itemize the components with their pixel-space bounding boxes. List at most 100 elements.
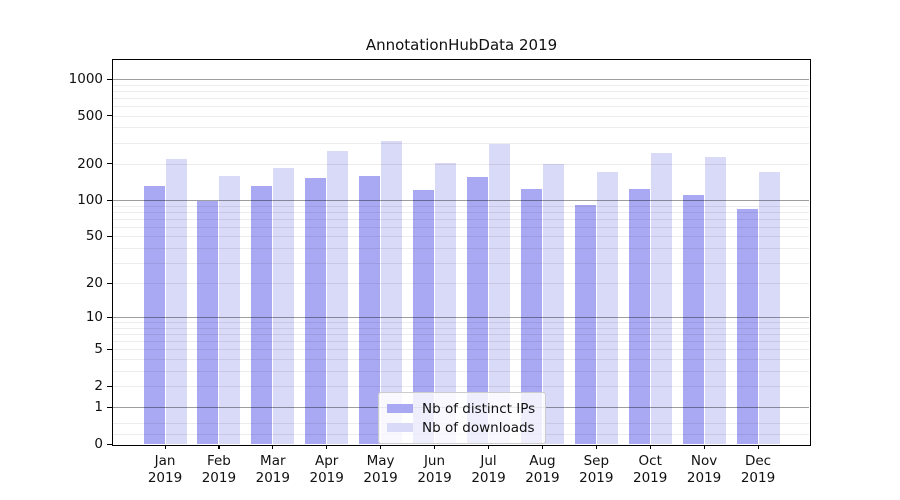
bar-distinct-ips xyxy=(682,195,704,444)
minor-gridline xyxy=(113,386,809,387)
bar-distinct-ips xyxy=(143,186,165,444)
x-tick-label-oct: Oct 2019 xyxy=(633,453,668,486)
minor-gridline xyxy=(113,142,809,144)
legend-row-distinct-ips: Nb of distinct IPs xyxy=(387,399,535,418)
x-tick-mark xyxy=(757,445,759,449)
bar-distinct-ips xyxy=(467,176,488,444)
minor-gridline xyxy=(113,341,809,343)
bar-distinct-ips xyxy=(520,189,542,444)
legend-swatch-distinct-ips-icon xyxy=(387,404,413,413)
y-tick-label: 100 xyxy=(77,192,103,209)
y-tick-label: 50 xyxy=(85,228,103,245)
minor-gridline xyxy=(113,370,809,372)
x-tick-label-nov: Nov 2019 xyxy=(686,453,722,486)
y-tick-mark xyxy=(107,78,112,80)
x-tick-label-feb: Feb 2019 xyxy=(201,453,237,486)
bar-distinct-ips xyxy=(413,189,434,444)
y-tick-label: 1000 xyxy=(68,71,103,87)
major-gridline xyxy=(113,317,809,319)
legend-row-downloads: Nb of downloads xyxy=(387,418,535,437)
minor-gridline xyxy=(113,115,809,117)
y-tick-mark xyxy=(107,443,112,445)
y-tick-mark xyxy=(107,282,112,284)
y-tick-mark xyxy=(107,316,112,318)
bar-downloads xyxy=(596,172,618,444)
x-tick-label-apr: Apr 2019 xyxy=(309,453,344,486)
minor-gridline xyxy=(113,97,809,99)
bar-downloads xyxy=(327,151,349,444)
x-tick-mark xyxy=(164,445,166,449)
x-tick-mark xyxy=(434,445,436,449)
bar-downloads xyxy=(219,175,241,444)
bar-downloads xyxy=(435,163,456,444)
chart-title: AnnotationHubData 2019 xyxy=(365,36,558,54)
x-tick-mark xyxy=(649,445,651,449)
x-tick-mark xyxy=(541,445,544,449)
legend-swatch-downloads-icon xyxy=(387,423,413,432)
minor-gridline xyxy=(113,163,809,165)
bar-downloads xyxy=(542,163,564,444)
bar-distinct-ips xyxy=(628,188,650,444)
x-tick-label-jan: Jan 2019 xyxy=(147,453,183,486)
minor-gridline xyxy=(113,226,809,228)
x-tick-label-jun: Jun 2019 xyxy=(417,453,452,486)
minor-gridline xyxy=(113,236,809,238)
minor-gridline xyxy=(113,283,809,285)
bar-downloads xyxy=(650,153,672,444)
minor-gridline xyxy=(113,84,809,86)
bar-distinct-ips xyxy=(197,201,219,444)
y-tick-mark xyxy=(107,406,112,409)
minor-gridline xyxy=(113,90,809,92)
bar-distinct-ips xyxy=(305,177,327,444)
x-tick-label-aug: Aug 2019 xyxy=(525,453,560,486)
x-tick-label-may: May 2019 xyxy=(363,453,398,486)
major-gridline xyxy=(113,200,809,202)
minor-gridline xyxy=(113,327,809,329)
y-tick-mark xyxy=(107,199,112,201)
x-tick-mark xyxy=(218,445,220,449)
bar-downloads xyxy=(489,144,510,444)
y-tick-label: 10 xyxy=(85,309,103,326)
y-tick-label: 200 xyxy=(77,155,103,172)
bar-downloads xyxy=(273,167,295,444)
y-tick-label: 1 xyxy=(94,399,103,416)
minor-gridline xyxy=(113,247,809,249)
minor-gridline xyxy=(113,211,809,213)
y-tick-mark xyxy=(107,115,112,117)
x-tick-label-jul: Jul 2019 xyxy=(471,453,506,486)
x-tick-mark xyxy=(272,445,274,449)
legend-label-distinct-ips: Nb of distinct IPs xyxy=(422,400,536,417)
bar-distinct-ips xyxy=(359,175,381,444)
x-tick-label-sep: Sep 2019 xyxy=(579,453,614,486)
bar-downloads xyxy=(165,158,187,444)
bar-distinct-ips xyxy=(251,186,273,444)
bar-downloads xyxy=(704,156,726,444)
y-tick-label: 0 xyxy=(94,436,103,452)
x-tick-mark xyxy=(595,445,597,449)
minor-gridline xyxy=(113,105,809,107)
y-tick-mark xyxy=(107,385,112,387)
x-tick-label-dec: Dec 2019 xyxy=(740,453,776,486)
y-tick-label: 2 xyxy=(94,378,103,394)
minor-gridline xyxy=(113,334,809,336)
minor-gridline xyxy=(113,218,809,220)
bar-downloads xyxy=(758,171,780,444)
x-tick-mark xyxy=(326,445,328,449)
y-tick-mark xyxy=(107,163,112,165)
minor-gridline xyxy=(113,359,809,360)
x-tick-mark xyxy=(703,445,705,449)
minor-gridline xyxy=(113,349,809,351)
legend-label-downloads: Nb of downloads xyxy=(422,419,535,436)
legend: Nb of distinct IPs Nb of downloads xyxy=(378,392,547,444)
bar-distinct-ips xyxy=(736,208,758,444)
x-tick-mark xyxy=(488,445,490,449)
major-gridline xyxy=(113,79,809,80)
minor-gridline xyxy=(113,322,809,324)
y-tick-mark xyxy=(107,348,112,350)
minor-gridline xyxy=(113,205,809,207)
y-tick-label: 500 xyxy=(77,107,103,124)
y-tick-label: 20 xyxy=(85,275,103,292)
